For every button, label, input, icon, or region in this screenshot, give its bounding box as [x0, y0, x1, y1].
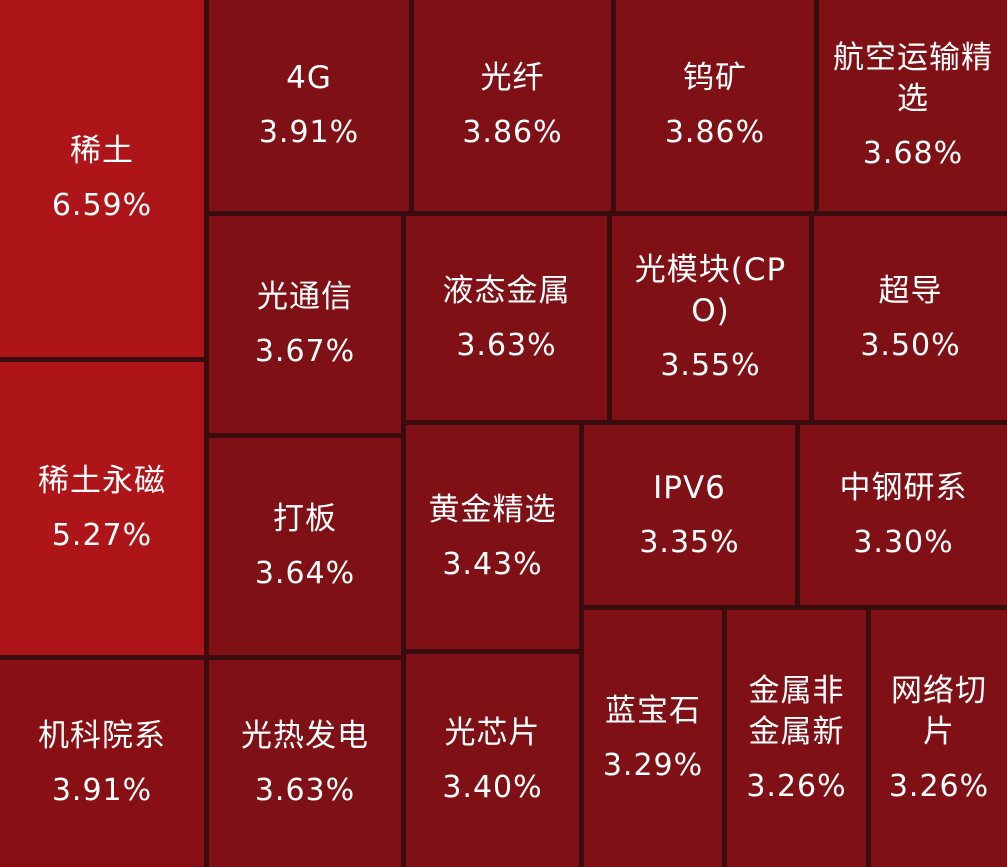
tile-value: 3.43%: [442, 546, 543, 582]
treemap-tile[interactable]: 液态金属 3.63%: [406, 216, 607, 420]
tile-label: 打板: [273, 501, 337, 537]
tile-value: 3.67%: [254, 334, 356, 369]
tile-label: 光通信: [257, 279, 353, 315]
tile-label: 4G: [286, 60, 332, 96]
tile-value: 3.50%: [860, 327, 961, 363]
tile-value: 3.26%: [746, 768, 847, 804]
tile-value: 6.59%: [51, 188, 153, 223]
tile-value: 3.86%: [462, 115, 563, 150]
tile-value: 3.63%: [254, 773, 356, 808]
tile-value: 3.30%: [853, 524, 954, 560]
tile-label: 中钢研系: [839, 469, 968, 506]
treemap-tile[interactable]: 超导 3.50%: [814, 216, 1007, 420]
tile-label: 蓝宝石: [605, 693, 701, 729]
treemap-tile[interactable]: 光芯片 3.40%: [406, 654, 579, 867]
tile-value: 3.68%: [862, 135, 964, 171]
treemap-tile[interactable]: 网络切片 3.26%: [871, 610, 1007, 867]
tile-value: 3.35%: [639, 524, 740, 560]
tile-value: 3.55%: [660, 348, 761, 383]
treemap-tile[interactable]: 4G 3.91%: [209, 0, 409, 211]
tile-label: 光模块(CPO): [634, 252, 787, 329]
treemap-tile[interactable]: 光热发电 3.63%: [209, 660, 401, 867]
tile-label: 光热发电: [241, 718, 369, 754]
tile-value: 3.91%: [51, 773, 153, 808]
tile-label: 超导: [878, 272, 943, 309]
tile-value: 3.64%: [254, 556, 356, 591]
treemap-tile[interactable]: 金属非金属新 3.26%: [727, 610, 866, 867]
tile-label: 稀土: [70, 133, 134, 169]
tile-value: 3.86%: [664, 115, 766, 150]
tile-label: 光芯片: [444, 715, 541, 751]
tile-value: 3.63%: [456, 327, 557, 363]
tile-label: IPV6: [653, 469, 726, 506]
tile-label: 稀土永磁: [38, 463, 166, 499]
tile-label: 液态金属: [442, 272, 571, 309]
tile-value: 3.40%: [442, 770, 543, 805]
treemap-tile[interactable]: 稀土 6.59%: [0, 0, 204, 357]
treemap-tile[interactable]: 光纤 3.86%: [414, 0, 611, 211]
tile-label: 金属非金属新: [748, 672, 845, 750]
tile-value: 5.27%: [51, 518, 153, 553]
tile-label: 航空运输精选: [833, 39, 993, 117]
treemap-tile[interactable]: 钨矿 3.86%: [616, 0, 814, 211]
treemap-tile[interactable]: 光模块(CPO) 3.55%: [612, 216, 809, 420]
tile-label: 黄金精选: [428, 491, 557, 528]
treemap-tile[interactable]: 稀土永磁 5.27%: [0, 362, 204, 655]
treemap-tile[interactable]: IPV6 3.35%: [584, 425, 795, 605]
tile-label: 网络切片: [891, 672, 987, 750]
tile-value: 3.91%: [258, 115, 360, 150]
treemap-tile[interactable]: 机科院系 3.91%: [0, 660, 204, 867]
treemap-tile[interactable]: 中钢研系 3.30%: [800, 425, 1007, 605]
treemap-tile[interactable]: 黄金精选 3.43%: [406, 425, 579, 649]
treemap-tile[interactable]: 航空运输精选 3.68%: [819, 0, 1007, 211]
tile-label: 光纤: [480, 60, 545, 96]
tile-value: 3.29%: [602, 748, 704, 783]
treemap-tile[interactable]: 光通信 3.67%: [209, 216, 401, 433]
treemap-tile[interactable]: 蓝宝石 3.29%: [584, 610, 722, 867]
tile-label: 机科院系: [38, 718, 166, 754]
tile-value: 3.26%: [888, 768, 990, 804]
tile-label: 钨矿: [683, 60, 747, 96]
treemap-tile[interactable]: 打板 3.64%: [209, 438, 401, 655]
